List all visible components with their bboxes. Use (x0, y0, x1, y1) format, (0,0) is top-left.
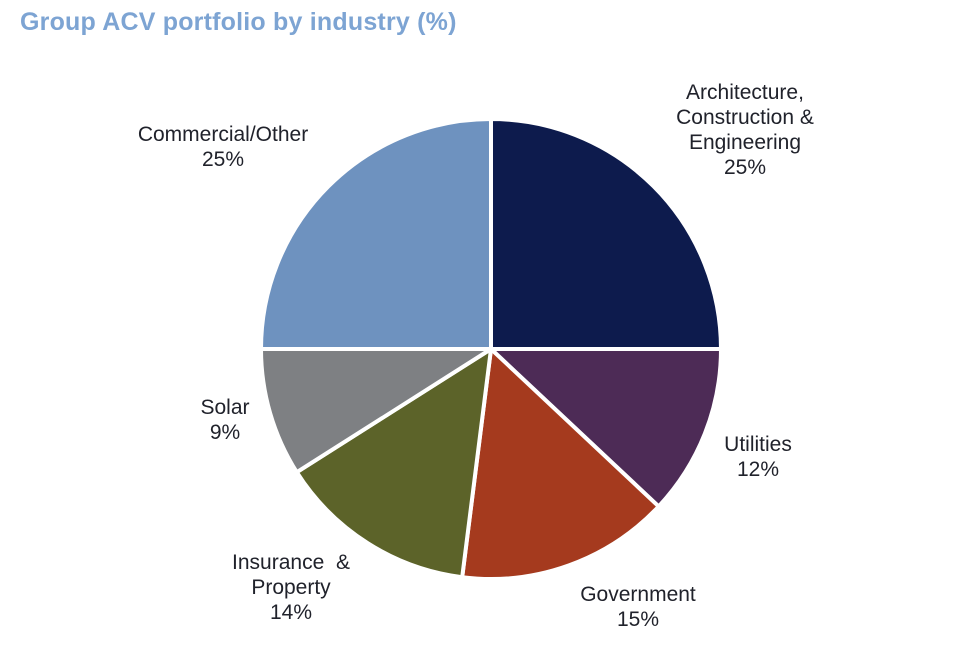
slice-label-solar: Solar 9% (200, 396, 250, 444)
pie-slice-insurance-property (294, 347, 493, 580)
pie-slices-group (259, 117, 723, 581)
pie-slice-commercial-other (259, 117, 493, 351)
slice-label-government: Government 15% (580, 583, 696, 631)
slice-label-commercial-other: Commercial/Other 25% (137, 123, 309, 171)
pie-slice-government (460, 347, 661, 581)
slice-label-architecture-construction-engineering: Architecture, Construction & Engineering… (676, 81, 814, 179)
pie-slice-solar (259, 347, 493, 475)
pie-slice-utilities (489, 347, 723, 509)
slice-label-insurance-property: Insurance & Property 14% (232, 551, 350, 624)
chart-title: Group ACV portfolio by industry (%) (20, 8, 457, 36)
slice-label-utilities: Utilities 12% (724, 433, 792, 481)
pie-slice-architecture-construction-engineering (489, 117, 723, 351)
